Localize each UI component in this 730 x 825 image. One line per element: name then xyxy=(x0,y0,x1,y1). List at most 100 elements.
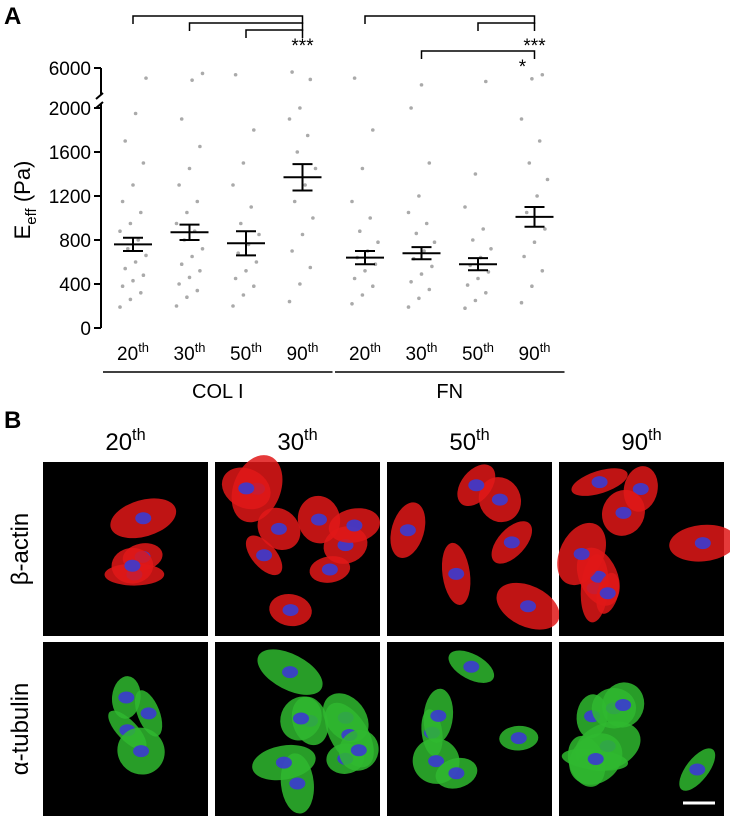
data-point xyxy=(476,276,480,281)
data-point xyxy=(233,276,238,281)
error-bar xyxy=(355,250,375,266)
data-point xyxy=(463,306,467,311)
data-point xyxy=(139,210,143,215)
data-point xyxy=(360,293,365,297)
nucleus xyxy=(468,479,485,492)
nucleus xyxy=(448,567,465,580)
data-point xyxy=(422,249,426,253)
data-point xyxy=(252,284,256,289)
data-point xyxy=(187,166,192,171)
data-point xyxy=(311,216,315,220)
nucleus xyxy=(448,767,465,780)
data-point xyxy=(473,172,478,176)
data-point xyxy=(484,291,488,295)
data-point xyxy=(430,264,434,269)
column-header: 30th xyxy=(277,426,317,456)
nucleus xyxy=(124,559,141,572)
y-label-sub: eff xyxy=(23,207,40,224)
data-point xyxy=(360,166,365,171)
significance-bracket xyxy=(420,50,536,59)
data-point xyxy=(298,282,302,286)
x-tick-label: 50th xyxy=(462,340,494,365)
nucleus xyxy=(632,482,649,495)
y-tick-label: 6000 xyxy=(49,59,91,80)
data-point xyxy=(368,216,373,220)
nucleus xyxy=(573,547,590,560)
data-point xyxy=(535,194,539,198)
nucleus xyxy=(140,707,157,720)
data-point xyxy=(131,278,135,283)
nucleus xyxy=(293,712,310,725)
data-point xyxy=(427,287,432,292)
data-point xyxy=(233,72,238,77)
nucleus xyxy=(135,512,152,525)
nucleus xyxy=(694,537,711,550)
data-point xyxy=(530,284,534,289)
error-bar xyxy=(524,206,545,228)
data-point xyxy=(300,232,305,237)
y-axis-label: Eeff (Pa) xyxy=(10,161,40,240)
data-point xyxy=(123,139,127,143)
y-tick-label: 0 xyxy=(80,319,91,340)
nucleus xyxy=(463,660,480,673)
data-point xyxy=(126,247,130,251)
annotation: * xyxy=(519,57,527,78)
data-point xyxy=(139,291,143,295)
data-point xyxy=(231,304,235,308)
data-point xyxy=(187,275,192,280)
significance-bracket xyxy=(364,15,536,24)
data-point xyxy=(371,284,375,289)
data-point xyxy=(200,247,205,251)
nucleus xyxy=(321,563,338,576)
data-point xyxy=(532,240,537,244)
data-point xyxy=(174,304,179,308)
nucleus xyxy=(615,699,632,712)
data-point xyxy=(244,269,248,273)
nucleus xyxy=(275,756,292,769)
data-point xyxy=(465,283,470,287)
data-point xyxy=(427,161,432,165)
nucleus xyxy=(491,493,508,506)
error-bar xyxy=(411,246,432,261)
data-point xyxy=(185,210,189,215)
nucleus xyxy=(689,763,706,776)
column-header: 50th xyxy=(449,426,489,456)
data-point xyxy=(136,238,140,242)
data-point xyxy=(409,106,413,110)
data-point xyxy=(257,232,261,237)
data-point xyxy=(249,205,253,209)
data-point xyxy=(141,161,146,165)
data-point xyxy=(254,260,259,264)
data-point xyxy=(543,227,547,231)
x-tick-label: 20th xyxy=(117,340,149,365)
data-point xyxy=(376,240,380,244)
nucleus xyxy=(310,513,327,526)
nucleus xyxy=(133,745,150,758)
y-tick-label: 800 xyxy=(59,231,91,252)
x-tick-label: 20th xyxy=(349,340,381,365)
data-point xyxy=(120,284,125,289)
error-bar xyxy=(292,163,313,192)
y-tick-label: 1600 xyxy=(49,143,91,164)
nucleus xyxy=(350,744,367,757)
data-point xyxy=(198,144,202,149)
row-label: β-actin xyxy=(7,513,34,586)
panel-label: A xyxy=(4,3,21,30)
data-point xyxy=(185,295,189,300)
error-bar xyxy=(468,257,488,272)
data-point xyxy=(195,199,200,204)
data-point xyxy=(190,78,194,82)
nucleus xyxy=(520,600,537,613)
data-point xyxy=(463,205,467,209)
nucleus xyxy=(399,524,416,537)
column-header: 90th xyxy=(621,426,661,456)
annotation: *** xyxy=(523,36,546,57)
data-point xyxy=(527,161,532,165)
data-point xyxy=(540,72,545,77)
significance-bracket xyxy=(132,15,304,24)
data-point xyxy=(123,266,127,271)
y-label-part: (Pa) xyxy=(10,161,35,209)
data-point xyxy=(545,177,550,182)
nucleus xyxy=(591,476,608,489)
row-label: α-tubulin xyxy=(7,683,34,776)
